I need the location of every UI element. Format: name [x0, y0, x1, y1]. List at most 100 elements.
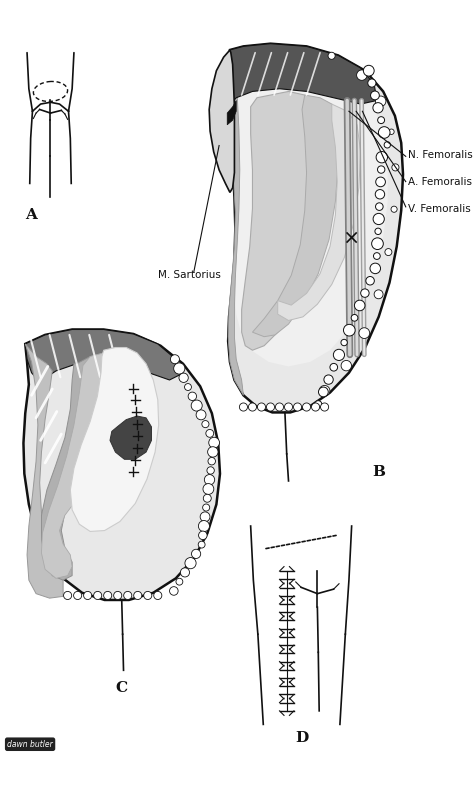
Circle shape	[266, 403, 274, 411]
Circle shape	[207, 466, 214, 474]
Circle shape	[375, 96, 386, 107]
Polygon shape	[25, 344, 63, 598]
Circle shape	[361, 289, 369, 298]
Circle shape	[170, 587, 178, 595]
Circle shape	[319, 387, 328, 397]
Circle shape	[208, 458, 216, 465]
Circle shape	[315, 400, 322, 408]
Circle shape	[104, 591, 112, 599]
Circle shape	[239, 403, 247, 411]
Text: C: C	[116, 681, 128, 696]
Circle shape	[385, 248, 392, 256]
Circle shape	[377, 166, 385, 174]
Text: A: A	[26, 208, 37, 222]
Circle shape	[370, 263, 381, 274]
Circle shape	[202, 420, 209, 427]
Text: B: B	[372, 465, 385, 479]
Polygon shape	[110, 416, 152, 459]
Polygon shape	[242, 92, 314, 350]
Circle shape	[320, 403, 328, 411]
Circle shape	[372, 238, 383, 249]
Polygon shape	[25, 330, 180, 382]
Circle shape	[373, 103, 383, 113]
Circle shape	[188, 392, 197, 400]
Circle shape	[364, 65, 374, 76]
Circle shape	[248, 403, 256, 411]
Circle shape	[144, 591, 152, 599]
Circle shape	[208, 447, 218, 457]
Circle shape	[203, 494, 211, 502]
Circle shape	[293, 403, 301, 411]
Circle shape	[185, 557, 196, 568]
Circle shape	[373, 213, 384, 224]
Circle shape	[284, 403, 292, 411]
Circle shape	[359, 328, 370, 338]
Circle shape	[333, 349, 345, 361]
Polygon shape	[23, 330, 220, 600]
Polygon shape	[209, 50, 235, 193]
Text: V. Femoralis: V. Femoralis	[408, 204, 470, 213]
Circle shape	[199, 531, 207, 540]
Circle shape	[341, 339, 347, 345]
Circle shape	[375, 228, 381, 235]
Circle shape	[378, 117, 384, 123]
Circle shape	[275, 403, 283, 411]
Circle shape	[134, 591, 142, 599]
Text: A. Femoralis: A. Femoralis	[408, 177, 472, 186]
Circle shape	[191, 549, 201, 559]
Circle shape	[389, 129, 394, 135]
Text: N. Femoralis: N. Femoralis	[408, 150, 472, 159]
Circle shape	[374, 290, 383, 298]
Circle shape	[376, 151, 387, 163]
Text: M. Sartorius: M. Sartorius	[158, 271, 221, 280]
Circle shape	[203, 484, 214, 494]
Polygon shape	[70, 348, 159, 532]
Circle shape	[375, 189, 385, 199]
Circle shape	[209, 437, 219, 448]
Circle shape	[391, 206, 397, 213]
Circle shape	[196, 410, 206, 419]
Circle shape	[94, 591, 102, 599]
Text: dawn butler: dawn butler	[7, 739, 53, 749]
Circle shape	[176, 578, 183, 585]
Text: D: D	[295, 731, 309, 745]
Circle shape	[356, 70, 367, 80]
Circle shape	[64, 591, 72, 599]
Circle shape	[344, 324, 355, 336]
Circle shape	[198, 541, 205, 548]
Circle shape	[181, 568, 190, 577]
Circle shape	[191, 400, 202, 411]
Circle shape	[330, 364, 337, 371]
Circle shape	[378, 127, 390, 139]
Polygon shape	[42, 353, 117, 579]
Circle shape	[374, 252, 380, 259]
Polygon shape	[229, 44, 377, 104]
Circle shape	[371, 91, 379, 100]
Circle shape	[328, 53, 335, 60]
Polygon shape	[42, 353, 104, 580]
Circle shape	[319, 385, 330, 396]
Circle shape	[375, 203, 383, 210]
Polygon shape	[227, 100, 236, 125]
Circle shape	[173, 363, 185, 374]
Circle shape	[171, 355, 180, 364]
Circle shape	[203, 504, 210, 511]
Circle shape	[204, 474, 215, 485]
Circle shape	[83, 591, 91, 599]
Polygon shape	[228, 50, 244, 396]
Polygon shape	[253, 95, 338, 337]
Polygon shape	[235, 51, 388, 366]
Circle shape	[355, 300, 365, 310]
Circle shape	[324, 375, 333, 384]
Circle shape	[376, 177, 385, 187]
Circle shape	[366, 276, 374, 285]
Circle shape	[200, 512, 210, 521]
Circle shape	[199, 521, 210, 532]
Circle shape	[311, 403, 319, 411]
Circle shape	[184, 384, 191, 391]
Circle shape	[368, 79, 376, 87]
Circle shape	[114, 591, 122, 599]
Circle shape	[392, 164, 399, 171]
Circle shape	[302, 403, 310, 411]
Circle shape	[351, 314, 358, 321]
